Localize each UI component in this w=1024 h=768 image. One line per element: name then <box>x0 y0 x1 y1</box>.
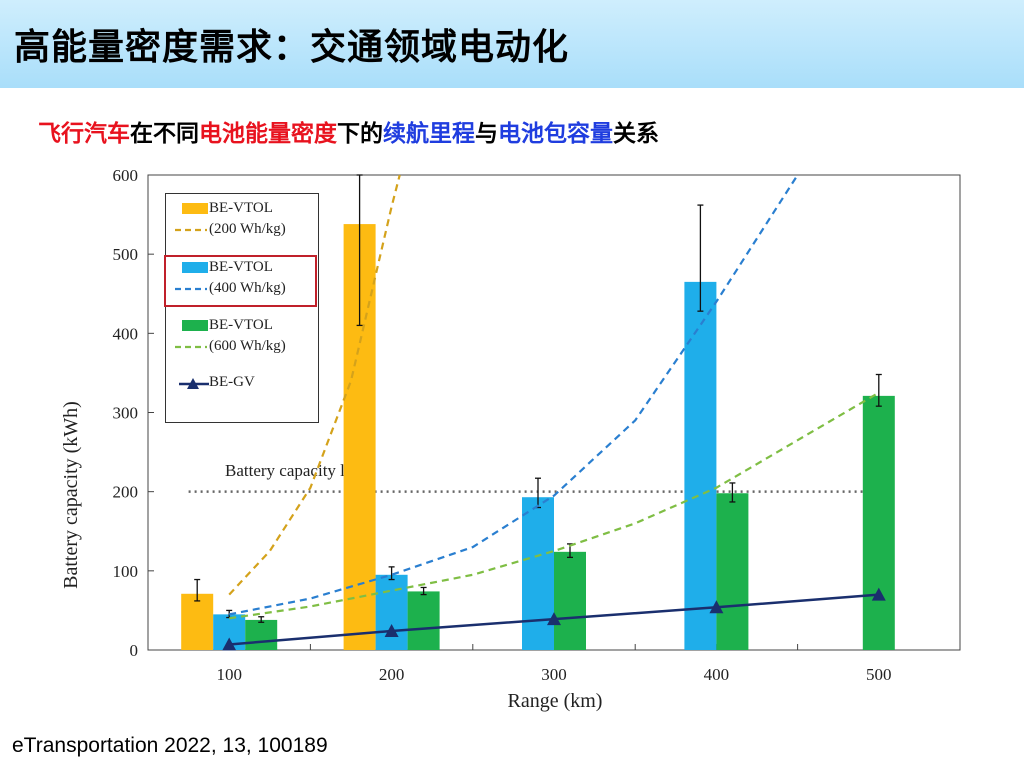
bar-blue <box>522 497 554 650</box>
legend-highlight-box <box>164 255 317 307</box>
title-bar: 高能量密度需求：交通领域电动化 <box>0 0 1024 88</box>
legend-symbols <box>175 203 209 389</box>
x-tick-label: 300 <box>541 665 567 684</box>
legend-sub-2: (400 Wh/kg) <box>209 280 286 296</box>
y-tick-label: 600 <box>113 166 139 185</box>
chart-subtitle: 飞行汽车在不同电池能量密度下的续航里程与电池包容量关系 <box>38 114 659 148</box>
subtitle-part: 关系 <box>613 121 659 147</box>
y-tick-label: 400 <box>113 324 139 343</box>
y-tick-label: 300 <box>113 404 139 423</box>
y-tick-label: 200 <box>113 483 139 502</box>
x-tick-label: 500 <box>866 665 892 684</box>
x-axis-label: Range (km) <box>508 690 603 712</box>
page-title: 高能量密度需求：交通领域电动化 <box>14 27 570 68</box>
be-gv-marker <box>222 637 237 651</box>
citation: eTransportation 2022, 13, 100189 <box>12 734 328 757</box>
capacity-limit-label: Battery capacity limit <box>225 461 373 480</box>
subtitle-part: 电池包容量 <box>498 121 613 147</box>
subtitle-part: 下的 <box>337 121 383 147</box>
subtitle-part: 与 <box>475 121 498 147</box>
subtitle-part: 电池能量密度 <box>199 121 337 147</box>
bar-green <box>407 591 440 650</box>
legend-label-1: BE-VTOL <box>209 200 273 216</box>
subtitle-part: 在不同 <box>130 121 199 147</box>
y-tick-label: 500 <box>113 245 139 264</box>
y-axis-label: Battery capacity (kWh) <box>60 401 82 589</box>
chart-legend <box>165 193 319 423</box>
be-gv-marker <box>547 612 561 626</box>
y-tick-label: 100 <box>113 562 139 581</box>
bar-blue <box>684 281 717 650</box>
x-tick-label: 200 <box>379 665 405 684</box>
trend-line-orange_dash <box>228 174 401 596</box>
legend-bar-swatch <box>182 320 208 331</box>
legend-sub-1: (200 Wh/kg) <box>209 221 286 237</box>
legend-gv-marker <box>187 378 199 389</box>
bar-blue <box>375 574 408 650</box>
x-tick-label: 400 <box>704 665 730 684</box>
be-gv-marker <box>709 600 724 614</box>
trend-line-green_dash <box>229 391 880 620</box>
x-tick-label: 100 <box>216 665 242 684</box>
legend-bar-swatch <box>182 262 208 273</box>
bar-green <box>716 493 749 650</box>
legend-label-3: BE-VTOL <box>209 317 273 333</box>
bar-green <box>862 395 895 650</box>
legend-sub-3: (600 Wh/kg) <box>209 338 286 354</box>
be-gv-marker <box>871 587 886 601</box>
subtitle-part: 续航里程 <box>383 121 475 147</box>
subtitle-part: 飞行汽车 <box>38 121 130 147</box>
legend-label-2: BE-VTOL <box>209 259 273 275</box>
y-tick-label: 0 <box>130 641 139 660</box>
bar-green <box>554 551 586 650</box>
bar-green <box>245 619 278 650</box>
trend-line-blue_dash <box>228 174 799 616</box>
be-gv-marker <box>384 624 399 637</box>
legend-bar-swatch <box>182 203 208 214</box>
legend-label-4: BE-GV <box>209 374 255 390</box>
battery-capacity-chart: Battery capacity (kWh) Range (km) Batter… <box>60 166 961 712</box>
bar-orange <box>181 593 214 650</box>
